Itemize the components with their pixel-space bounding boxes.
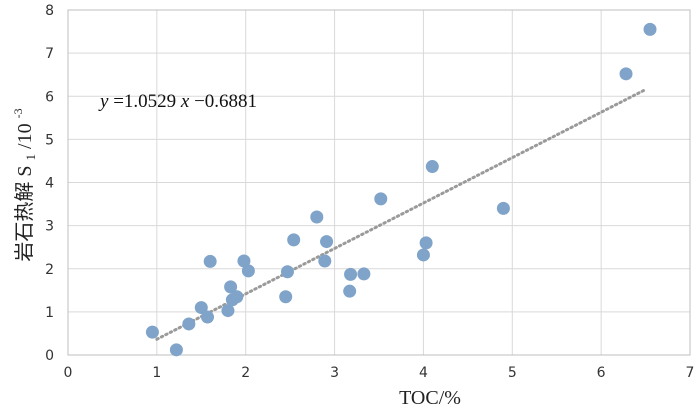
data-point bbox=[230, 290, 244, 304]
data-point bbox=[237, 254, 251, 268]
x-tick-label: 1 bbox=[152, 365, 161, 381]
data-points bbox=[145, 22, 657, 357]
data-point bbox=[182, 317, 196, 331]
data-point bbox=[619, 67, 633, 81]
data-point bbox=[343, 284, 357, 298]
eq-var: x bbox=[180, 91, 190, 112]
data-point bbox=[310, 210, 324, 224]
y-tick-label: 8 bbox=[45, 3, 54, 19]
x-tick-label: 0 bbox=[64, 365, 73, 381]
data-point bbox=[224, 280, 238, 294]
y-axis-ticks: 0 1 2 3 4 5 6 7 8 bbox=[45, 3, 54, 364]
data-point bbox=[374, 192, 388, 206]
data-point bbox=[357, 267, 371, 281]
x-tick-label: 7 bbox=[686, 365, 695, 381]
data-point bbox=[280, 265, 294, 279]
y-label-main: 岩石热解 S bbox=[13, 165, 36, 261]
eq-coef: =1.0529 bbox=[113, 91, 176, 112]
data-point bbox=[169, 343, 183, 357]
y-axis-label: 岩石热解 S 1 /10 -3 bbox=[11, 108, 40, 261]
y-tick-label: 1 bbox=[45, 305, 54, 321]
data-point bbox=[320, 235, 334, 249]
x-tick-label: 4 bbox=[419, 365, 428, 381]
data-point bbox=[221, 304, 235, 318]
data-point bbox=[344, 267, 358, 281]
data-point bbox=[419, 236, 433, 250]
data-point bbox=[241, 264, 255, 278]
data-point bbox=[203, 254, 217, 268]
y-tick-label: 3 bbox=[45, 219, 54, 235]
data-point bbox=[201, 310, 215, 324]
x-axis-ticks: 0 1 2 3 4 5 6 7 bbox=[64, 365, 695, 381]
x-tick-label: 6 bbox=[597, 365, 606, 381]
y-tick-label: 5 bbox=[45, 132, 54, 148]
data-point bbox=[287, 233, 301, 247]
y-tick-label: 4 bbox=[45, 176, 54, 192]
eq-lhs: y bbox=[98, 91, 109, 112]
plot-frame bbox=[67, 9, 691, 356]
data-point bbox=[145, 325, 159, 339]
y-label-subscript: 1 bbox=[23, 154, 38, 161]
data-point bbox=[318, 254, 332, 268]
x-axis-label: TOC/% bbox=[399, 387, 461, 409]
y-tick-label: 0 bbox=[45, 348, 54, 364]
y-label-unit: /10 bbox=[14, 123, 36, 149]
y-tick-label: 6 bbox=[45, 89, 54, 105]
y-tick-label: 2 bbox=[45, 262, 54, 278]
data-point bbox=[496, 201, 510, 215]
data-point bbox=[194, 301, 208, 315]
eq-intercept: −0.6881 bbox=[194, 91, 257, 112]
data-point bbox=[425, 160, 439, 174]
y-label-superscript: -3 bbox=[11, 108, 25, 118]
y-tick-label: 7 bbox=[45, 46, 54, 62]
x-tick-label: 5 bbox=[508, 365, 517, 381]
data-point bbox=[279, 290, 293, 304]
trend-equation: y =1.0529 x −0.6881 bbox=[98, 91, 257, 112]
x-tick-label: 2 bbox=[241, 365, 250, 381]
x-tick-label: 3 bbox=[330, 365, 339, 381]
data-point bbox=[416, 248, 430, 262]
data-point bbox=[643, 22, 657, 36]
